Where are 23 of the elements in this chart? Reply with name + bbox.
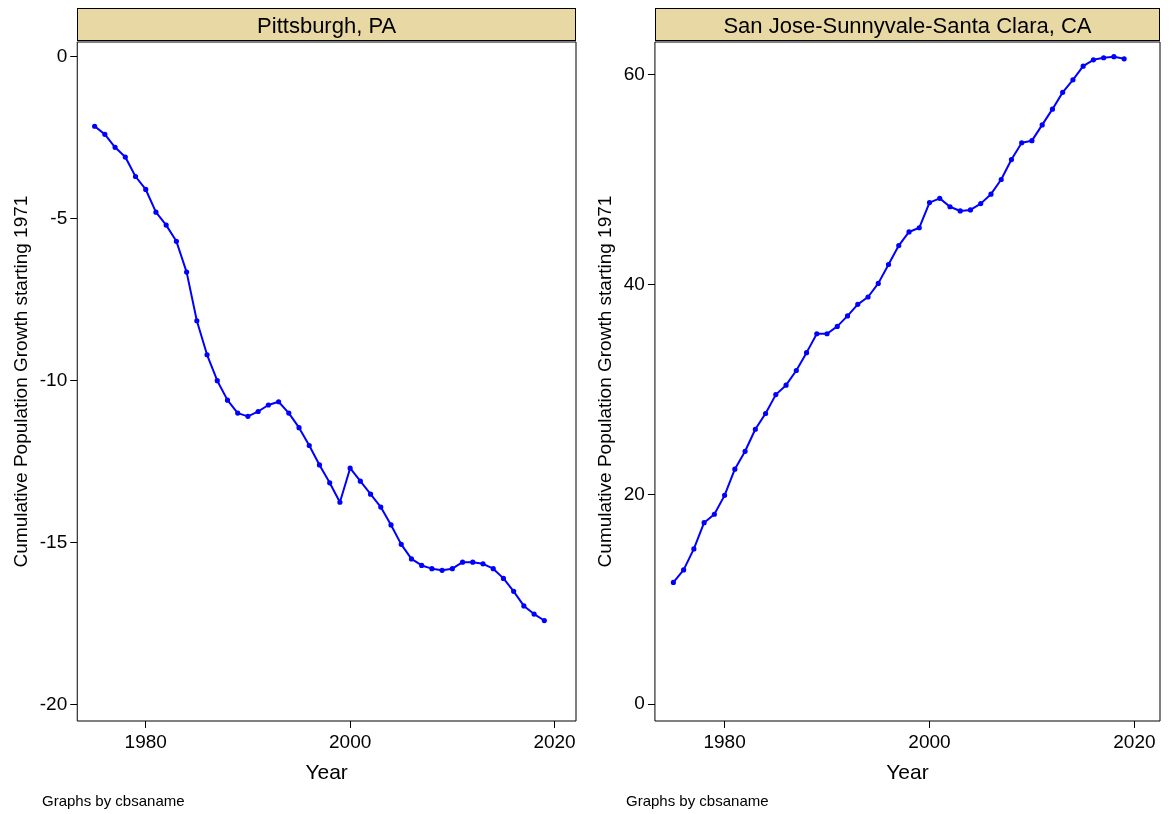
y-tick-label: -15 [39, 530, 68, 552]
x-tick-label: 1980 [124, 730, 167, 752]
y-tick-label: -10 [39, 368, 68, 390]
text: Graphs by cbsaname [626, 792, 769, 809]
y-tick-label: -20 [39, 693, 68, 715]
y-tick-label: 0 [634, 692, 645, 714]
chart-title: San Jose-Sunnyvale-Santa Clara, CA [654, 8, 1160, 41]
y-axis-title: Cumulative Population Growth starting 1971 [9, 195, 31, 568]
x-tick-label: 1980 [703, 730, 746, 752]
x-axis-title: Year [305, 760, 348, 784]
x-axis-title: Year [886, 760, 929, 784]
x-tick-label: 2020 [533, 730, 576, 752]
y-tick-label: 60 [623, 62, 645, 84]
x-tick-label: 2000 [329, 730, 372, 752]
chart-title: Pittsburgh, PA [77, 8, 576, 41]
y-tick-label: -5 [50, 206, 68, 228]
y-axis-title: Cumulative Population Growth starting 1971 [593, 195, 615, 568]
y-tick-label: 20 [623, 482, 645, 504]
x-tick-label: 2000 [908, 730, 951, 752]
y-tick-label: 40 [623, 272, 645, 294]
x-tick-label: 2020 [1113, 730, 1156, 752]
y-tick-label: 0 [56, 44, 68, 66]
text: Graphs by cbsaname [42, 792, 185, 809]
